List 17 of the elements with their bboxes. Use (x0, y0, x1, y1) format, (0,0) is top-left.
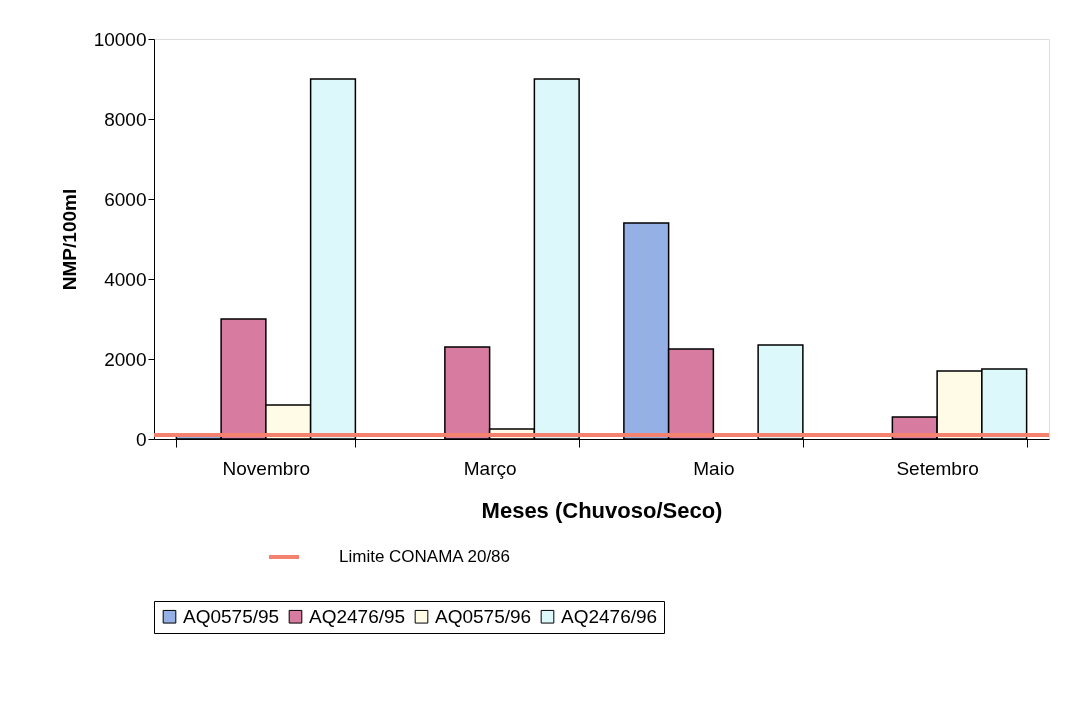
y-tick-label: 4000 (104, 268, 147, 290)
y-tick-label: 8000 (104, 108, 147, 130)
y-tick-label: 6000 (104, 188, 147, 210)
x-tick-label: Março (463, 457, 517, 479)
legend-label: AQ2476/96 (561, 605, 658, 627)
x-tick-label: Maio (693, 457, 735, 479)
legend-label: Limite CONAMA 20/86 (339, 547, 511, 566)
y-tick-label: 0 (135, 428, 147, 450)
y-tick-label: 2000 (104, 348, 147, 370)
y-axis-title: NMP/100ml (58, 188, 80, 291)
x-tick-label: Setembro (896, 457, 979, 479)
x-tick-label: Novembro (222, 457, 311, 479)
y-tick-label: 10000 (93, 28, 147, 50)
legend-label: AQ0575/95 (183, 605, 280, 627)
legend-label: AQ0575/96 (435, 605, 532, 627)
x-axis-title: Meses (Chuvoso/Seco) (481, 497, 723, 523)
legend-label: AQ2476/95 (309, 605, 406, 627)
